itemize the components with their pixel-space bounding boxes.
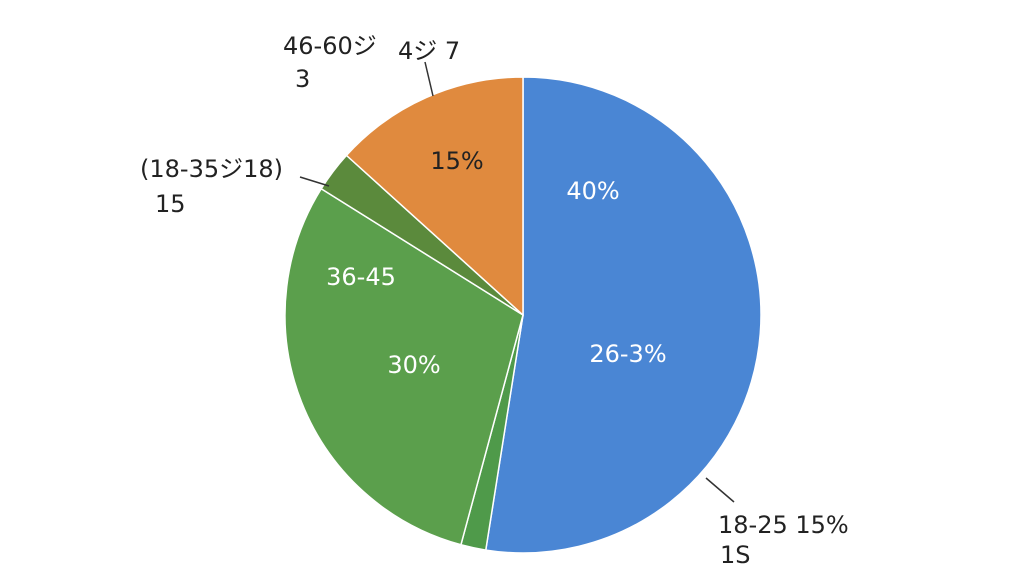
leader-line bbox=[299, 176, 330, 187]
annotation: 18-25 15% bbox=[718, 511, 849, 539]
annotation: 15% bbox=[430, 147, 483, 175]
annotation: 4ジ 7 bbox=[398, 37, 460, 65]
annotation: 30% bbox=[387, 351, 440, 379]
leader-line bbox=[705, 477, 735, 503]
annotation: 46-60ジ bbox=[283, 32, 377, 60]
annotation: (18-35ジ18) bbox=[140, 155, 283, 183]
pie-slice bbox=[484, 76, 762, 554]
leader-line bbox=[424, 61, 434, 97]
pie-slice bbox=[345, 76, 524, 317]
annotation: 26-3% bbox=[589, 340, 666, 368]
annotation: 40% bbox=[566, 177, 619, 205]
annotation: 36-45 bbox=[326, 263, 396, 291]
annotation: 1S bbox=[720, 541, 751, 569]
annotation: 3 bbox=[295, 65, 310, 93]
annotation: 15 bbox=[155, 190, 186, 218]
pie-slice bbox=[284, 187, 524, 546]
